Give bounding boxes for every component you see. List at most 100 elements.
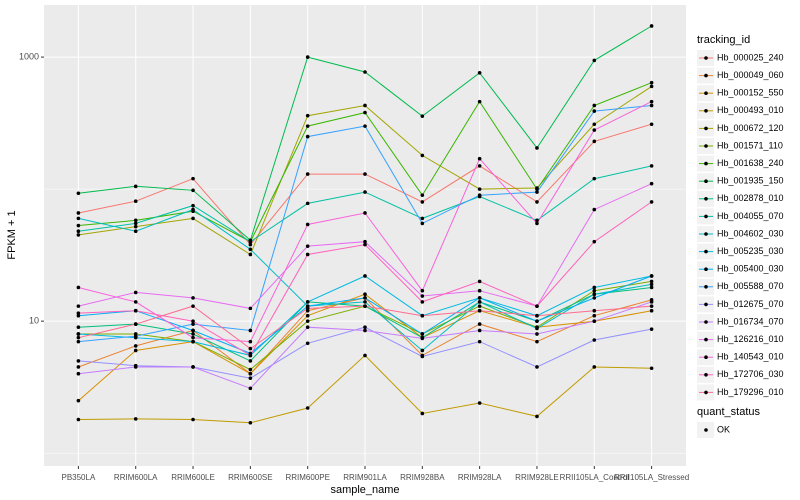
data-point (191, 176, 195, 181)
data-point (248, 252, 253, 257)
data-point (477, 296, 482, 300)
legend-swatch-point (704, 337, 708, 342)
legend-swatch-point (704, 320, 708, 324)
data-point (535, 218, 539, 223)
data-point (477, 99, 482, 104)
legend-swatch-point (704, 285, 708, 289)
legend-label: Hb_002878_010 (717, 193, 784, 203)
data-point (477, 193, 482, 197)
data-point (592, 288, 597, 293)
data-point (649, 200, 654, 204)
data-point (191, 296, 195, 300)
data-point (420, 348, 425, 353)
data-point (592, 122, 597, 127)
data-point (649, 122, 654, 127)
data-point (76, 311, 81, 315)
data-point (420, 153, 425, 158)
data-point (248, 239, 253, 244)
data-point (76, 313, 81, 318)
data-point (248, 359, 253, 363)
x-tick-label: RRIM600PE (285, 473, 329, 482)
data-point (592, 239, 597, 244)
x-tick-label: PB350LA (61, 473, 95, 482)
data-point (248, 247, 253, 252)
legend-swatch-point (704, 197, 708, 201)
data-point (649, 285, 654, 290)
legend-swatch-point (704, 232, 708, 236)
data-point (535, 326, 539, 331)
data-point (76, 285, 81, 290)
y-tick-label: 1000 (19, 51, 39, 61)
data-point (191, 188, 195, 193)
x-tick-label: RRIM928BA (400, 473, 445, 482)
data-point (248, 346, 253, 351)
data-point (649, 181, 654, 186)
legend-label: Hb_126216_010 (717, 334, 784, 344)
data-point (305, 406, 310, 410)
data-point (420, 332, 425, 336)
x-tick-label: RRIM600SE (228, 473, 272, 482)
data-point (420, 200, 425, 204)
data-point (420, 300, 425, 304)
data-point (76, 229, 81, 234)
data-point (305, 55, 310, 59)
data-point (191, 328, 195, 333)
data-point (649, 103, 654, 108)
data-point (477, 322, 482, 326)
data-point (649, 80, 654, 85)
data-point (248, 306, 253, 311)
legend-swatch-point (704, 267, 708, 272)
data-point (363, 190, 367, 194)
legend-label: Hb_000152_550 (717, 88, 784, 98)
data-point (363, 211, 367, 215)
legend-label: Hb_016734_070 (717, 316, 784, 326)
y-axis-title: FPKM + 1 (6, 210, 18, 259)
data-point (76, 371, 81, 376)
data-point (535, 332, 539, 336)
data-point (592, 58, 597, 63)
data-point (592, 139, 597, 144)
legend-title: tracking_id (697, 34, 750, 46)
data-point (477, 71, 482, 75)
data-point (477, 308, 482, 313)
data-point (76, 233, 81, 237)
data-point (535, 319, 539, 323)
data-point (363, 325, 367, 330)
data-point (305, 172, 310, 176)
data-point (477, 339, 482, 344)
data-point (420, 411, 425, 416)
data-point (305, 201, 310, 206)
data-point (477, 304, 482, 308)
legend-label: Hb_005235_030 (717, 246, 784, 256)
data-point (191, 365, 195, 369)
legend-swatch-point (704, 161, 708, 166)
data-point (191, 417, 195, 422)
data-point (420, 221, 425, 226)
data-point (305, 113, 310, 118)
legend-swatch-point (704, 428, 708, 432)
data-point (477, 156, 482, 161)
data-point (191, 319, 195, 323)
data-point (363, 172, 367, 176)
data-point (305, 341, 310, 346)
data-point (649, 164, 654, 168)
data-point (649, 99, 654, 104)
data-point (133, 417, 138, 421)
legend-swatch-point (704, 109, 708, 113)
legend-swatch-point (704, 249, 708, 254)
data-point (592, 365, 597, 369)
legend-label: Hb_004602_030 (717, 228, 784, 238)
data-point (649, 84, 654, 89)
data-point (592, 176, 597, 181)
data-point (133, 218, 138, 223)
data-point (133, 348, 138, 353)
data-point (535, 187, 539, 191)
data-point (76, 398, 81, 403)
data-point (592, 207, 597, 212)
data-point (305, 306, 310, 311)
data-point (133, 334, 138, 338)
legend-label: Hb_001935_150 (717, 176, 784, 186)
data-point (305, 313, 310, 318)
data-point (363, 70, 367, 74)
data-point (76, 325, 81, 330)
